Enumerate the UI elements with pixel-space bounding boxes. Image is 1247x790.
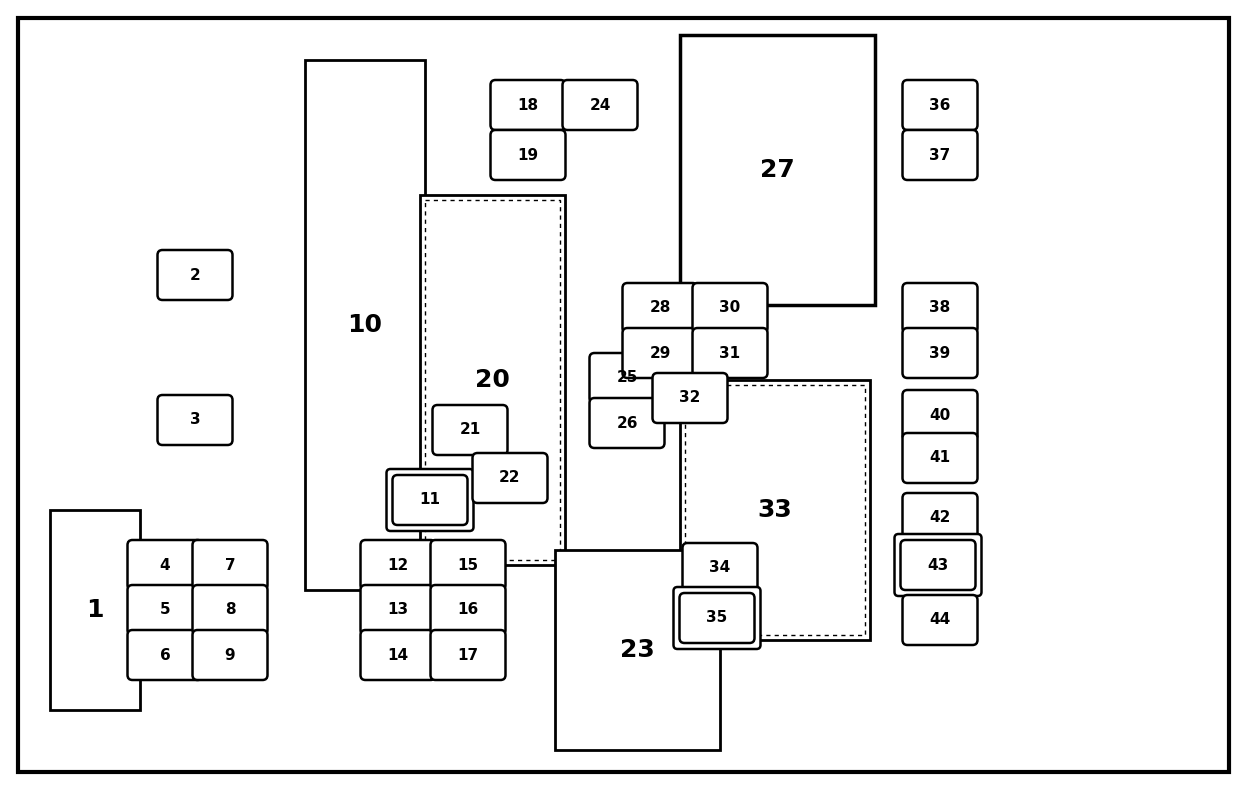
Text: 37: 37 — [929, 148, 950, 163]
FancyBboxPatch shape — [490, 130, 565, 180]
FancyBboxPatch shape — [360, 585, 435, 635]
Text: 33: 33 — [758, 498, 792, 522]
Text: 23: 23 — [620, 638, 655, 662]
Text: 39: 39 — [929, 345, 950, 360]
FancyBboxPatch shape — [903, 80, 978, 130]
Text: 20: 20 — [475, 368, 510, 392]
FancyBboxPatch shape — [157, 250, 232, 300]
FancyBboxPatch shape — [590, 353, 665, 403]
FancyBboxPatch shape — [894, 534, 981, 596]
FancyBboxPatch shape — [562, 80, 637, 130]
FancyBboxPatch shape — [900, 540, 975, 590]
Text: 14: 14 — [388, 648, 409, 663]
FancyBboxPatch shape — [473, 453, 547, 503]
Text: 15: 15 — [458, 558, 479, 573]
Text: 11: 11 — [419, 492, 440, 507]
FancyBboxPatch shape — [692, 328, 767, 378]
FancyBboxPatch shape — [682, 543, 757, 593]
Text: 5: 5 — [160, 603, 171, 618]
Text: 19: 19 — [518, 148, 539, 163]
FancyBboxPatch shape — [157, 395, 232, 445]
FancyBboxPatch shape — [430, 540, 505, 590]
Text: 26: 26 — [616, 416, 637, 431]
FancyBboxPatch shape — [387, 469, 474, 531]
Text: 29: 29 — [650, 345, 671, 360]
Text: 24: 24 — [590, 97, 611, 112]
Text: 3: 3 — [190, 412, 201, 427]
Text: 2: 2 — [190, 268, 201, 283]
Text: 30: 30 — [720, 300, 741, 315]
Text: 18: 18 — [518, 97, 539, 112]
FancyBboxPatch shape — [903, 130, 978, 180]
Bar — [50, 510, 140, 710]
Text: 7: 7 — [224, 558, 236, 573]
FancyBboxPatch shape — [673, 587, 761, 649]
Text: 25: 25 — [616, 371, 637, 386]
FancyBboxPatch shape — [430, 585, 505, 635]
FancyBboxPatch shape — [127, 630, 202, 680]
Bar — [555, 550, 720, 750]
FancyBboxPatch shape — [127, 540, 202, 590]
Text: 38: 38 — [929, 300, 950, 315]
Text: 17: 17 — [458, 648, 479, 663]
Text: 44: 44 — [929, 612, 950, 627]
FancyBboxPatch shape — [903, 433, 978, 483]
FancyBboxPatch shape — [430, 630, 505, 680]
Text: 34: 34 — [710, 560, 731, 575]
Text: 9: 9 — [224, 648, 236, 663]
FancyBboxPatch shape — [393, 475, 468, 525]
FancyBboxPatch shape — [360, 540, 435, 590]
Text: 43: 43 — [928, 558, 949, 573]
FancyBboxPatch shape — [360, 630, 435, 680]
FancyBboxPatch shape — [903, 493, 978, 543]
Text: 1: 1 — [86, 598, 104, 622]
FancyBboxPatch shape — [433, 405, 508, 455]
Text: 21: 21 — [459, 423, 480, 438]
FancyBboxPatch shape — [192, 540, 268, 590]
FancyBboxPatch shape — [192, 585, 268, 635]
Bar — [425, 200, 560, 560]
Text: 32: 32 — [680, 390, 701, 405]
FancyBboxPatch shape — [692, 283, 767, 333]
Bar — [680, 35, 875, 305]
FancyBboxPatch shape — [490, 80, 565, 130]
FancyBboxPatch shape — [622, 283, 697, 333]
Text: 8: 8 — [224, 603, 236, 618]
Text: 10: 10 — [348, 313, 383, 337]
Text: 41: 41 — [929, 450, 950, 465]
Bar — [306, 60, 425, 590]
Text: 42: 42 — [929, 510, 950, 525]
FancyBboxPatch shape — [903, 390, 978, 440]
Text: 27: 27 — [761, 158, 794, 182]
Text: 13: 13 — [388, 603, 409, 618]
Text: 28: 28 — [650, 300, 671, 315]
Text: 4: 4 — [160, 558, 171, 573]
Text: 31: 31 — [720, 345, 741, 360]
Text: 16: 16 — [458, 603, 479, 618]
Bar — [685, 385, 865, 635]
Text: 6: 6 — [160, 648, 171, 663]
Text: 36: 36 — [929, 97, 950, 112]
FancyBboxPatch shape — [903, 328, 978, 378]
FancyBboxPatch shape — [590, 398, 665, 448]
Text: 22: 22 — [499, 471, 521, 486]
FancyBboxPatch shape — [127, 585, 202, 635]
FancyBboxPatch shape — [652, 373, 727, 423]
FancyBboxPatch shape — [903, 283, 978, 333]
FancyBboxPatch shape — [622, 328, 697, 378]
Text: 12: 12 — [388, 558, 409, 573]
Text: 35: 35 — [706, 611, 728, 626]
FancyBboxPatch shape — [192, 630, 268, 680]
Bar — [680, 380, 870, 640]
Text: 40: 40 — [929, 408, 950, 423]
FancyBboxPatch shape — [680, 593, 754, 643]
Bar — [420, 195, 565, 565]
FancyBboxPatch shape — [903, 595, 978, 645]
